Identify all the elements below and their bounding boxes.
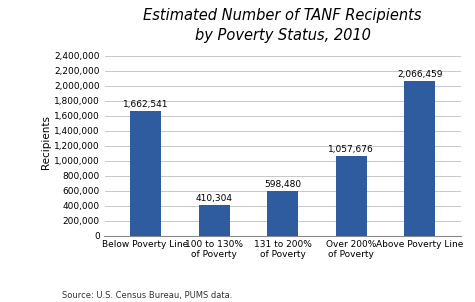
Bar <box>267 191 298 236</box>
Bar <box>404 81 435 236</box>
Text: 1,662,541: 1,662,541 <box>123 100 168 109</box>
Text: 1,057,676: 1,057,676 <box>328 146 374 154</box>
Y-axis label: Recipients: Recipients <box>41 115 51 169</box>
Title: Estimated Number of TANF Recipients
by Poverty Status, 2010: Estimated Number of TANF Recipients by P… <box>143 8 422 43</box>
Text: 410,304: 410,304 <box>196 194 233 203</box>
Bar <box>130 111 161 236</box>
Text: 598,480: 598,480 <box>264 180 301 189</box>
Text: 2,066,459: 2,066,459 <box>397 70 442 79</box>
Bar <box>199 205 229 236</box>
Bar <box>336 156 367 236</box>
Text: Source: U.S. Census Bureau, PUMS data.: Source: U.S. Census Bureau, PUMS data. <box>62 291 232 300</box>
